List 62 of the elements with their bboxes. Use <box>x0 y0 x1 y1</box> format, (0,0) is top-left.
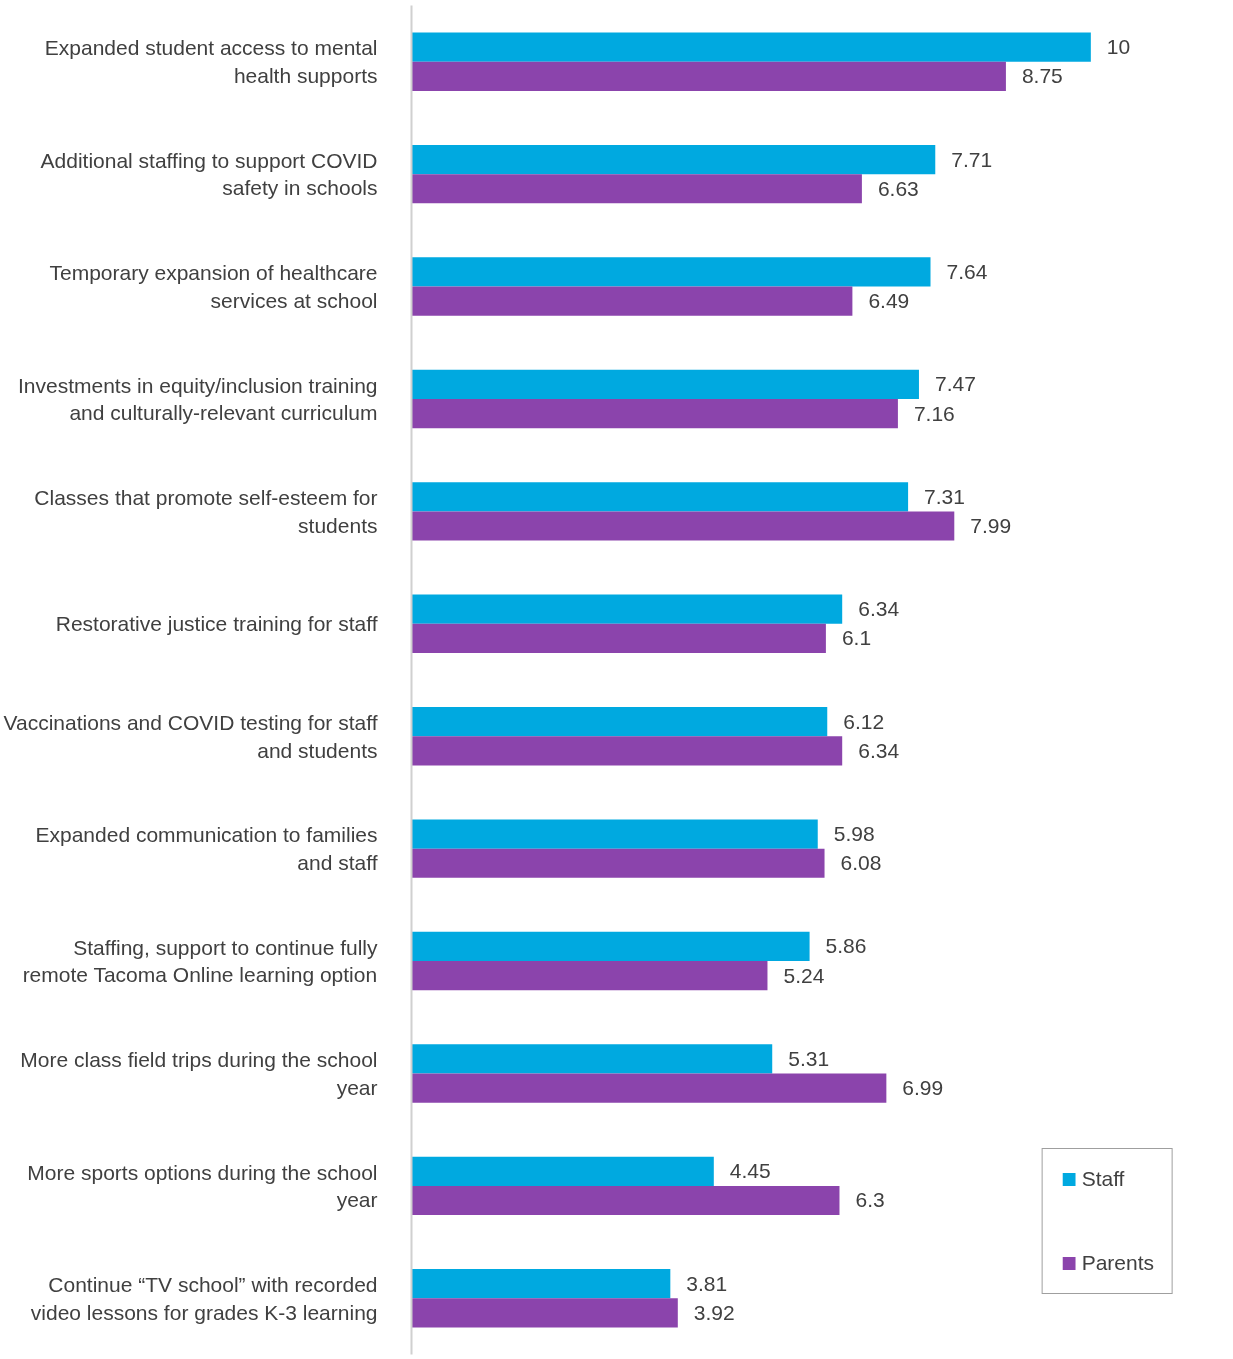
bar <box>411 961 768 991</box>
bar <box>411 144 936 175</box>
y-tick-label: Expanded student access to mental health supports <box>44 36 378 88</box>
bar <box>411 61 1006 91</box>
data-label: 7.71 <box>951 147 993 171</box>
bar <box>411 819 818 849</box>
data-label: 5.86 <box>825 934 867 958</box>
data-label: 6.34 <box>858 738 900 762</box>
data-label: 5.98 <box>833 822 875 846</box>
y-tick-label: Vaccinations and COVID testing for staff and students <box>3 710 378 762</box>
bar <box>411 1298 678 1328</box>
y-tick-label: Staffing, support to continue fully remote Tacoma Online learning option <box>22 935 378 987</box>
bar <box>411 1044 773 1074</box>
bar <box>411 623 826 654</box>
legend-label: Staff <box>1081 1167 1125 1191</box>
data-label: 3.81 <box>686 1271 728 1295</box>
bar <box>411 931 810 962</box>
data-label: 6.12 <box>843 709 885 733</box>
data-label: 3.92 <box>693 1300 735 1324</box>
y-tick-label: Expanded communication to families and staff <box>35 823 378 874</box>
data-label: 6.63 <box>877 176 919 200</box>
data-label: 6.3 <box>855 1188 885 1212</box>
data-label: 8.75 <box>1021 64 1063 88</box>
bar <box>411 736 843 766</box>
bar <box>411 369 919 399</box>
y-tick-label: Investments in equity/inclusion training and culturally-relevant curriculum <box>17 373 378 425</box>
bar <box>411 482 909 512</box>
bar <box>411 286 853 316</box>
bar <box>411 257 931 287</box>
bar <box>411 1156 714 1186</box>
data-label: 6.34 <box>858 597 900 621</box>
bar <box>411 1073 887 1103</box>
data-label: 4.45 <box>729 1159 771 1183</box>
y-tick-label: Classes that promote self-esteem for students <box>34 486 378 537</box>
data-label: 6.99 <box>902 1076 944 1100</box>
y-tick-label: More sports options during the school year <box>27 1160 378 1212</box>
bar <box>411 594 843 624</box>
bar <box>411 848 825 878</box>
data-label: 7.47 <box>934 372 976 396</box>
bar <box>411 1269 671 1299</box>
bar <box>411 398 898 429</box>
bar <box>411 511 955 541</box>
y-tick-label: Additional staffing to support COVID safety in schools <box>40 148 378 200</box>
bar <box>411 32 1091 62</box>
y-tick-label: Restorative justice training for staff <box>55 612 378 636</box>
bar <box>411 174 862 204</box>
y-tick-label: More class field trips during the school year <box>20 1048 378 1099</box>
data-label: 5.24 <box>783 963 825 987</box>
data-label: 10 <box>1106 35 1131 59</box>
y-tick-label: Continue “TV school” with recorded video lessons for grades K-3 learning <box>30 1272 378 1324</box>
legend-label: Parents <box>1081 1251 1154 1275</box>
data-label: 6.49 <box>868 289 910 313</box>
data-label: 6.1 <box>841 626 872 650</box>
bar <box>411 706 828 737</box>
data-label: 6.08 <box>840 851 882 875</box>
data-label: 7.99 <box>970 513 1012 537</box>
data-label: 7.31 <box>924 484 965 508</box>
bar <box>411 1185 840 1216</box>
y-tick-label: Temporary expansion of healthcare services at school <box>49 261 378 312</box>
data-label: 7.64 <box>946 259 988 283</box>
data-label: 5.31 <box>788 1046 830 1070</box>
data-label: 7.16 <box>913 401 955 425</box>
